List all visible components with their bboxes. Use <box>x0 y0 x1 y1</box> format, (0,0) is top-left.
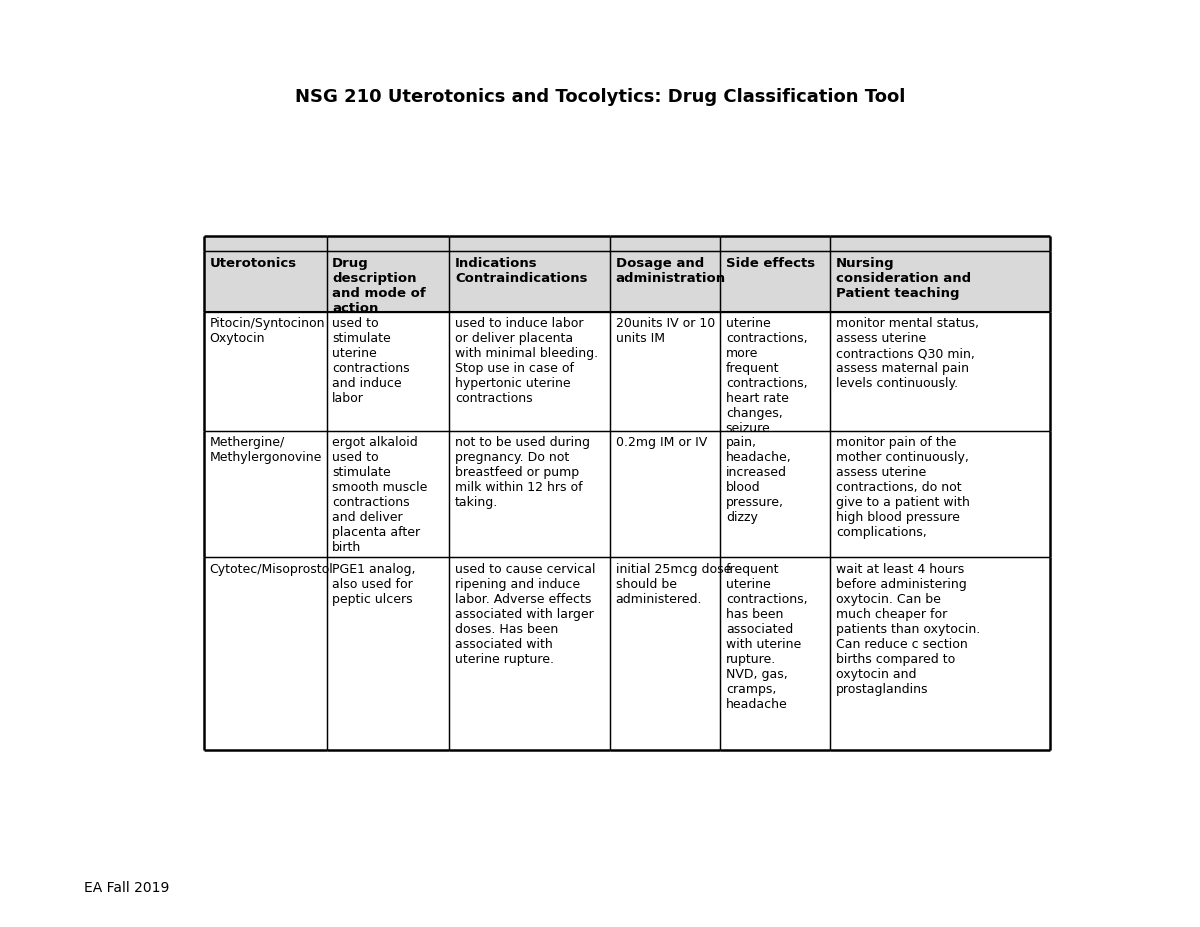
Bar <box>449 236 610 251</box>
Bar <box>326 311 449 430</box>
Bar <box>449 251 610 311</box>
Bar <box>610 311 720 430</box>
Bar <box>720 236 830 251</box>
Bar <box>610 430 720 557</box>
Bar <box>610 251 720 311</box>
Text: EA Fall 2019: EA Fall 2019 <box>84 881 169 895</box>
Bar <box>830 311 1050 430</box>
Text: pain,
headache,
increased
blood
pressure,
dizzy: pain, headache, increased blood pressure… <box>726 437 792 525</box>
Text: Drug
description
and mode of
action: Drug description and mode of action <box>332 257 426 314</box>
Bar <box>204 311 326 430</box>
Bar <box>449 557 610 750</box>
Text: ergot alkaloid
used to
stimulate
smooth muscle
contractions
and deliver
placenta: ergot alkaloid used to stimulate smooth … <box>332 437 427 554</box>
Text: used to cause cervical
ripening and induce
labor. Adverse effects
associated wit: used to cause cervical ripening and indu… <box>455 563 595 666</box>
Text: Dosage and
administration: Dosage and administration <box>616 257 726 285</box>
Text: wait at least 4 hours
before administering
oxytocin. Can be
much cheaper for
pat: wait at least 4 hours before administeri… <box>835 563 980 696</box>
Text: used to induce labor
or deliver placenta
with minimal bleeding.
Stop use in case: used to induce labor or deliver placenta… <box>455 317 598 405</box>
Bar <box>326 430 449 557</box>
Text: 0.2mg IM or IV: 0.2mg IM or IV <box>616 437 707 450</box>
Text: Indications
Contraindications: Indications Contraindications <box>455 257 588 285</box>
Text: Uterotonics: Uterotonics <box>210 257 296 270</box>
Text: Nursing
consideration and
Patient teaching: Nursing consideration and Patient teachi… <box>835 257 971 299</box>
Text: Methergine/
Methylergonovine: Methergine/ Methylergonovine <box>210 437 322 464</box>
Text: NSG 210 Uterotonics and Tocolytics: Drug Classification Tool: NSG 210 Uterotonics and Tocolytics: Drug… <box>295 88 905 107</box>
Bar <box>720 251 830 311</box>
Text: frequent
uterine
contractions,
has been
associated
with uterine
rupture.
NVD, ga: frequent uterine contractions, has been … <box>726 563 808 711</box>
Bar <box>204 557 326 750</box>
Text: uterine
contractions,
more
frequent
contractions,
heart rate
changes,
seizure: uterine contractions, more frequent cont… <box>726 317 808 436</box>
Text: Pitocin/Syntocinon
Oxytocin: Pitocin/Syntocinon Oxytocin <box>210 317 325 346</box>
Text: PGE1 analog,
also used for
peptic ulcers: PGE1 analog, also used for peptic ulcers <box>332 563 415 606</box>
Text: not to be used during
pregnancy. Do not
breastfeed or pump
milk within 12 hrs of: not to be used during pregnancy. Do not … <box>455 437 590 509</box>
Text: initial 25mcg dose
should be
administered.: initial 25mcg dose should be administere… <box>616 563 731 606</box>
Bar <box>830 236 1050 251</box>
Bar <box>830 557 1050 750</box>
Bar <box>204 251 326 311</box>
Bar <box>204 430 326 557</box>
Bar <box>720 557 830 750</box>
Bar <box>326 557 449 750</box>
Bar <box>610 236 720 251</box>
Text: Cytotec/Misoprostol: Cytotec/Misoprostol <box>210 563 334 576</box>
Bar <box>449 430 610 557</box>
Text: monitor pain of the
mother continuously,
assess uterine
contractions, do not
giv: monitor pain of the mother continuously,… <box>835 437 970 540</box>
Bar <box>720 311 830 430</box>
Bar <box>830 430 1050 557</box>
Bar <box>720 430 830 557</box>
Text: Side effects: Side effects <box>726 257 815 270</box>
Text: 20units IV or 10
units IM: 20units IV or 10 units IM <box>616 317 715 346</box>
Text: monitor mental status,
assess uterine
contractions Q30 min,
assess maternal pain: monitor mental status, assess uterine co… <box>835 317 979 390</box>
Bar <box>326 251 449 311</box>
Bar <box>204 236 326 251</box>
Bar <box>610 557 720 750</box>
Bar <box>326 236 449 251</box>
Bar <box>830 251 1050 311</box>
Text: used to
stimulate
uterine
contractions
and induce
labor: used to stimulate uterine contractions a… <box>332 317 410 405</box>
Bar <box>449 311 610 430</box>
